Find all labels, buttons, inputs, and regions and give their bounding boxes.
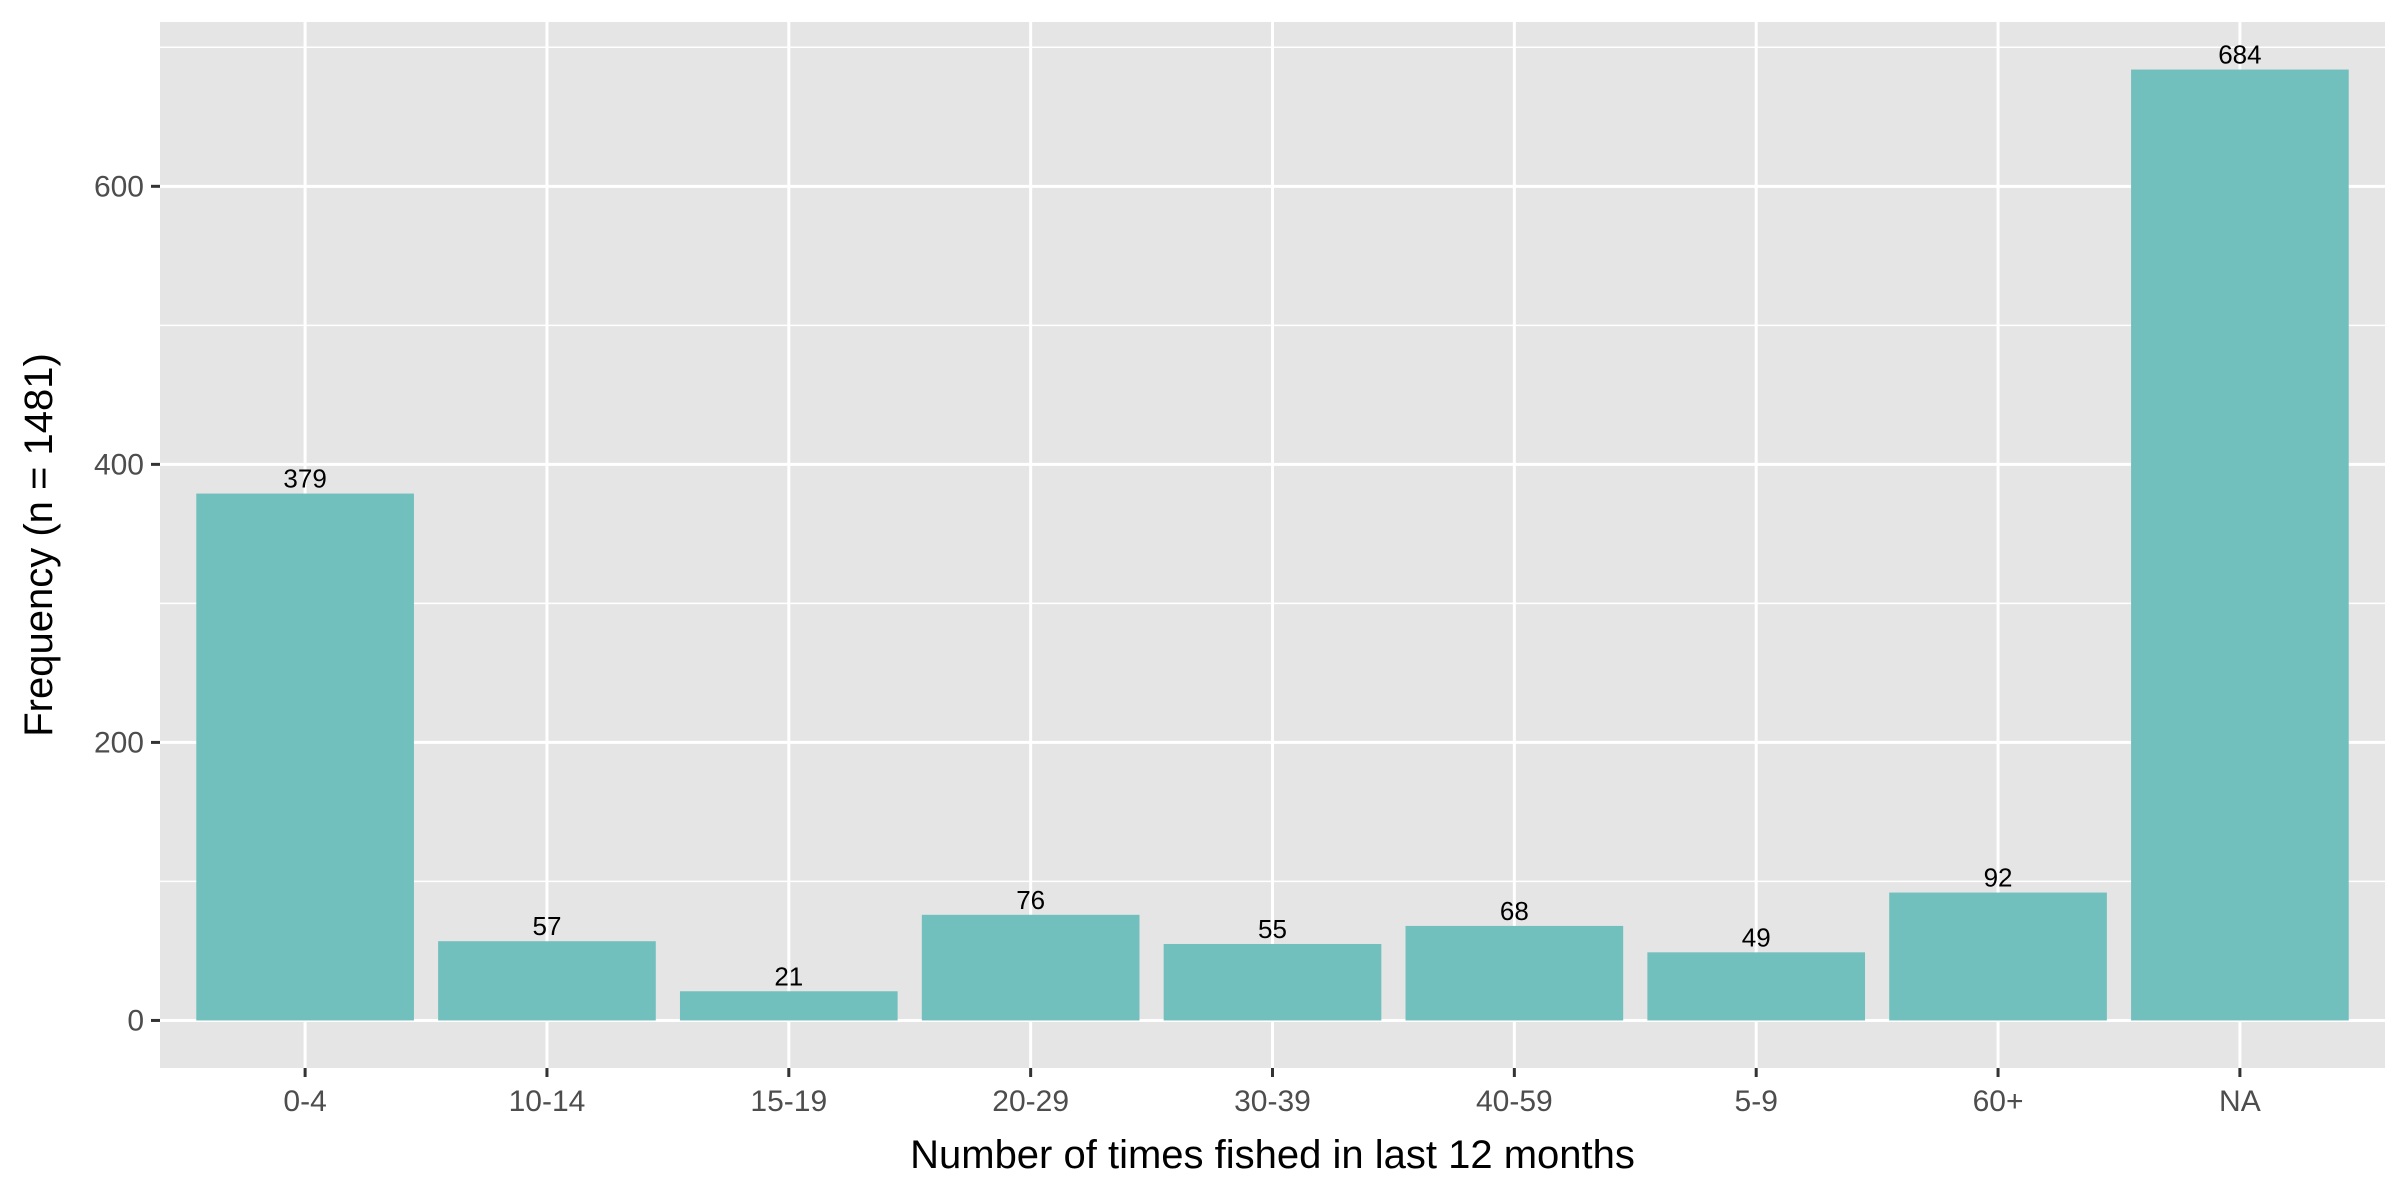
bars bbox=[196, 69, 2349, 1021]
x-tick-label: 10-14 bbox=[509, 1085, 586, 1118]
bar-NA bbox=[2131, 69, 2349, 1021]
x-tick-label: 5-9 bbox=[1735, 1085, 1778, 1118]
y-tick-label: 200 bbox=[94, 726, 144, 759]
y-axis: 0 200 400 600 bbox=[94, 170, 160, 1037]
x-tick-label: 30-39 bbox=[1234, 1085, 1311, 1118]
bar-60+ bbox=[1889, 892, 2107, 1021]
bar-value-label: 49 bbox=[1742, 922, 1771, 952]
x-axis: 0-4 10-14 15-19 20-29 30-39 40-59 5-9 60+ NA bbox=[283, 1068, 2261, 1118]
bar-20-29 bbox=[921, 914, 1140, 1021]
bar-30-39 bbox=[1163, 943, 1382, 1021]
bar-value-labels: 379 57 21 76 55 68 49 92 684 bbox=[283, 40, 2261, 992]
x-tick-label: NA bbox=[2219, 1085, 2261, 1118]
y-tick-label: 600 bbox=[94, 170, 144, 203]
bar-value-label: 68 bbox=[1500, 896, 1529, 926]
bar-15-19 bbox=[679, 991, 898, 1021]
bar-0-4 bbox=[196, 493, 414, 1021]
bar-5-9 bbox=[1647, 952, 1866, 1021]
x-tick-label: 20-29 bbox=[992, 1085, 1069, 1118]
bar-value-label: 55 bbox=[1258, 914, 1287, 944]
x-tick-label: 40-59 bbox=[1476, 1085, 1553, 1118]
y-axis-title: Frequency (n = 1481) bbox=[17, 353, 61, 737]
x-tick-label: 60+ bbox=[1973, 1085, 2024, 1118]
y-tick-label: 0 bbox=[127, 1004, 144, 1037]
y-tick-label: 400 bbox=[94, 448, 144, 481]
major-gridlines bbox=[160, 22, 2385, 1068]
bar-40-59 bbox=[1405, 925, 1624, 1021]
bar-value-label: 684 bbox=[2218, 40, 2261, 70]
bar-value-label: 76 bbox=[1016, 885, 1045, 915]
x-tick-label: 15-19 bbox=[750, 1085, 827, 1118]
bar-value-label: 92 bbox=[1984, 863, 2013, 893]
bar-value-label: 57 bbox=[532, 911, 561, 941]
bar-value-label: 21 bbox=[774, 961, 803, 991]
x-axis-title: Number of times fished in last 12 months bbox=[910, 1133, 1635, 1177]
x-tick-label: 0-4 bbox=[283, 1085, 326, 1118]
bar-value-label: 379 bbox=[283, 464, 326, 494]
bar-10-14 bbox=[438, 941, 656, 1021]
